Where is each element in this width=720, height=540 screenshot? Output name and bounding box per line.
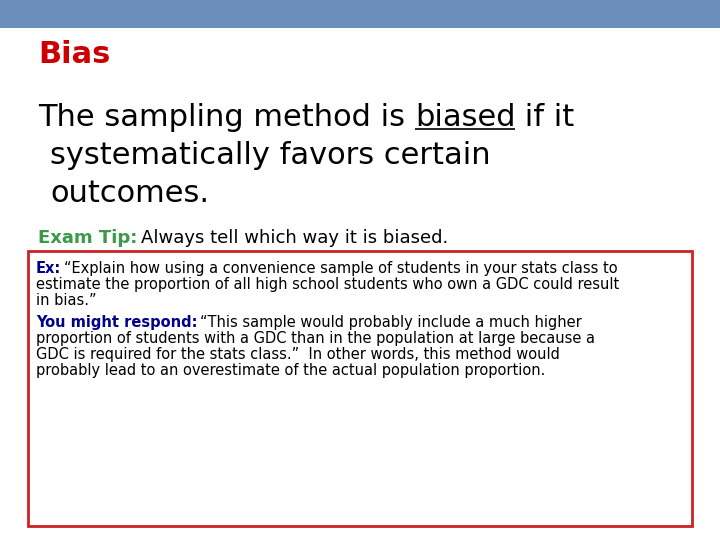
Text: GDC is required for the stats class.”  In other words, this method would: GDC is required for the stats class.” In… <box>36 347 560 362</box>
Text: You might respond:: You might respond: <box>36 315 197 330</box>
Text: Ex:: Ex: <box>36 261 61 276</box>
Text: proportion of students with a GDC than in the population at large because a: proportion of students with a GDC than i… <box>36 331 595 346</box>
Bar <box>28 251 692 526</box>
Text: Bias: Bias <box>38 40 110 69</box>
Text: The sampling method is: The sampling method is <box>38 103 415 132</box>
Text: probably lead to an overestimate of the actual population proportion.: probably lead to an overestimate of the … <box>36 363 545 378</box>
Text: biased: biased <box>415 103 516 132</box>
Text: estimate the proportion of all high school students who own a GDC could result: estimate the proportion of all high scho… <box>36 277 619 292</box>
Text: if it: if it <box>516 103 575 132</box>
Text: “Explain how using a convenience sample of students in your stats class to: “Explain how using a convenience sample … <box>64 261 618 276</box>
Text: outcomes.: outcomes. <box>50 179 209 208</box>
Text: in bias.”: in bias.” <box>36 293 96 308</box>
Bar <box>0 0 720 28</box>
Text: systematically favors certain: systematically favors certain <box>50 141 490 170</box>
Text: “This sample would probably include a much higher: “This sample would probably include a mu… <box>200 315 582 330</box>
Text: Exam Tip:: Exam Tip: <box>38 229 138 247</box>
Text: The sampling method is: The sampling method is <box>38 103 415 132</box>
Text: Always tell which way it is biased.: Always tell which way it is biased. <box>141 229 449 247</box>
